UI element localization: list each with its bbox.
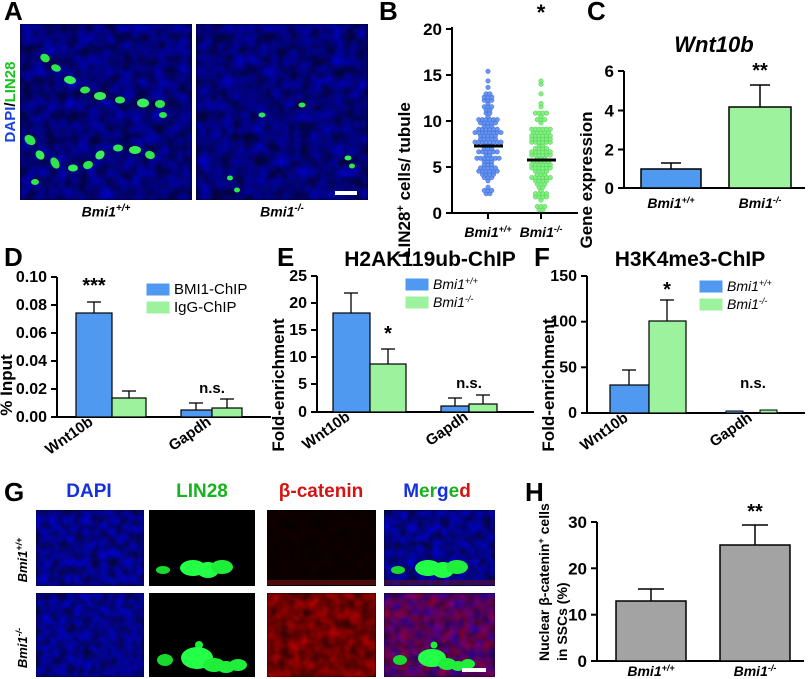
svg-text:0: 0 <box>578 652 587 671</box>
svg-text:20: 20 <box>568 559 587 578</box>
svg-text:Bmi1+/+: Bmi1+/+ <box>627 663 675 679</box>
svg-text:Nuclear β-catenin+ cells: Nuclear β-catenin+ cells <box>536 503 552 661</box>
svg-text:in SSCs (%): in SSCs (%) <box>554 582 570 661</box>
svg-text:**: ** <box>747 501 763 523</box>
svg-text:30: 30 <box>568 513 587 532</box>
svg-text:10: 10 <box>568 606 587 625</box>
svg-text:Bmi1-/-: Bmi1-/- <box>734 663 777 679</box>
